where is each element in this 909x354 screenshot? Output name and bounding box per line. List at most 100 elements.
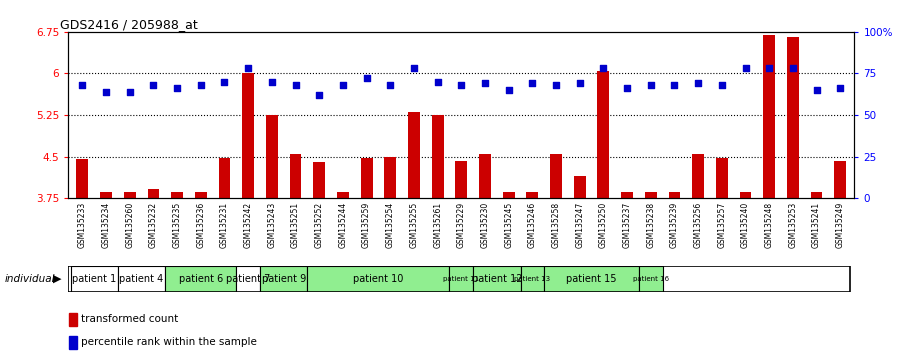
Point xyxy=(714,82,729,88)
Bar xyxy=(147,189,159,198)
Bar xyxy=(165,266,236,292)
Text: GSM135242: GSM135242 xyxy=(244,201,253,248)
Text: patient 12: patient 12 xyxy=(472,274,522,284)
Point xyxy=(809,87,824,93)
Text: GSM135257: GSM135257 xyxy=(717,201,726,248)
Point xyxy=(738,65,753,71)
Bar xyxy=(503,192,514,198)
Bar xyxy=(693,154,704,198)
Point xyxy=(359,76,374,81)
Bar xyxy=(474,266,521,292)
Bar xyxy=(455,161,467,198)
Text: percentile rank within the sample: percentile rank within the sample xyxy=(81,337,256,348)
Bar xyxy=(597,71,609,198)
Text: GSM135237: GSM135237 xyxy=(623,201,632,248)
Text: GSM135233: GSM135233 xyxy=(78,201,87,248)
Bar xyxy=(242,74,255,198)
Text: GSM135240: GSM135240 xyxy=(741,201,750,248)
Point xyxy=(99,89,114,95)
Point xyxy=(170,86,185,91)
Bar xyxy=(716,158,728,198)
Point xyxy=(454,82,468,88)
Text: patient 7: patient 7 xyxy=(226,274,270,284)
Text: GSM135253: GSM135253 xyxy=(788,201,797,248)
Text: GSM135234: GSM135234 xyxy=(102,201,111,248)
Point xyxy=(406,65,421,71)
Point xyxy=(691,81,705,86)
Text: GSM135260: GSM135260 xyxy=(125,201,135,248)
Bar xyxy=(639,266,663,292)
Point xyxy=(785,65,800,71)
Text: GSM135236: GSM135236 xyxy=(196,201,205,248)
Text: GSM135235: GSM135235 xyxy=(173,201,182,248)
Text: GSM135256: GSM135256 xyxy=(694,201,703,248)
Text: GSM135254: GSM135254 xyxy=(385,201,395,248)
Text: GSM135230: GSM135230 xyxy=(481,201,490,248)
Text: GSM135252: GSM135252 xyxy=(315,201,324,248)
Bar xyxy=(385,157,396,198)
Bar xyxy=(361,158,373,198)
Point xyxy=(241,65,255,71)
Text: patient 16: patient 16 xyxy=(633,276,669,282)
Point xyxy=(312,92,326,98)
Bar xyxy=(124,192,135,198)
Bar xyxy=(521,266,544,292)
Bar xyxy=(621,192,633,198)
Point xyxy=(265,79,279,85)
Bar xyxy=(118,266,165,292)
Bar xyxy=(834,161,846,198)
Text: GSM135248: GSM135248 xyxy=(764,201,774,248)
Bar xyxy=(290,154,302,198)
Text: transformed count: transformed count xyxy=(81,314,178,325)
Text: individual: individual xyxy=(5,274,55,284)
Text: GSM135246: GSM135246 xyxy=(528,201,537,248)
Bar xyxy=(71,266,118,292)
Text: patient 11: patient 11 xyxy=(444,276,479,282)
Bar xyxy=(408,112,420,198)
Bar xyxy=(811,192,823,198)
Bar xyxy=(787,38,799,198)
Bar xyxy=(218,158,230,198)
Text: patient 9: patient 9 xyxy=(262,274,305,284)
Text: GSM135245: GSM135245 xyxy=(504,201,514,248)
Bar xyxy=(526,192,538,198)
Point xyxy=(620,86,634,91)
Text: patient 15: patient 15 xyxy=(566,274,617,284)
Bar xyxy=(307,266,449,292)
Point xyxy=(478,81,493,86)
Bar xyxy=(171,192,183,198)
Text: ▶: ▶ xyxy=(53,274,61,284)
Bar xyxy=(266,115,278,198)
Bar xyxy=(76,159,88,198)
Point xyxy=(596,65,611,71)
Point xyxy=(833,86,847,91)
Text: GSM135259: GSM135259 xyxy=(362,201,371,248)
Point xyxy=(146,82,161,88)
Bar xyxy=(69,313,77,326)
Bar xyxy=(740,192,752,198)
Text: GSM135229: GSM135229 xyxy=(457,201,465,248)
Text: GSM135247: GSM135247 xyxy=(575,201,584,248)
Point xyxy=(194,82,208,88)
Bar xyxy=(69,336,77,349)
Text: GSM135241: GSM135241 xyxy=(812,201,821,248)
Point xyxy=(762,65,776,71)
Point xyxy=(288,82,303,88)
Text: GSM135231: GSM135231 xyxy=(220,201,229,248)
Point xyxy=(667,82,682,88)
Bar xyxy=(432,115,444,198)
Bar xyxy=(449,266,474,292)
Bar xyxy=(644,192,656,198)
Text: patient 10: patient 10 xyxy=(354,274,404,284)
Bar xyxy=(550,154,562,198)
Point xyxy=(430,79,445,85)
Bar xyxy=(764,35,775,198)
Bar xyxy=(260,266,307,292)
Bar xyxy=(100,192,112,198)
Point xyxy=(383,82,397,88)
Bar xyxy=(337,192,349,198)
Point xyxy=(502,87,516,93)
Text: GSM135249: GSM135249 xyxy=(835,201,844,248)
Point xyxy=(644,82,658,88)
Point xyxy=(75,82,90,88)
